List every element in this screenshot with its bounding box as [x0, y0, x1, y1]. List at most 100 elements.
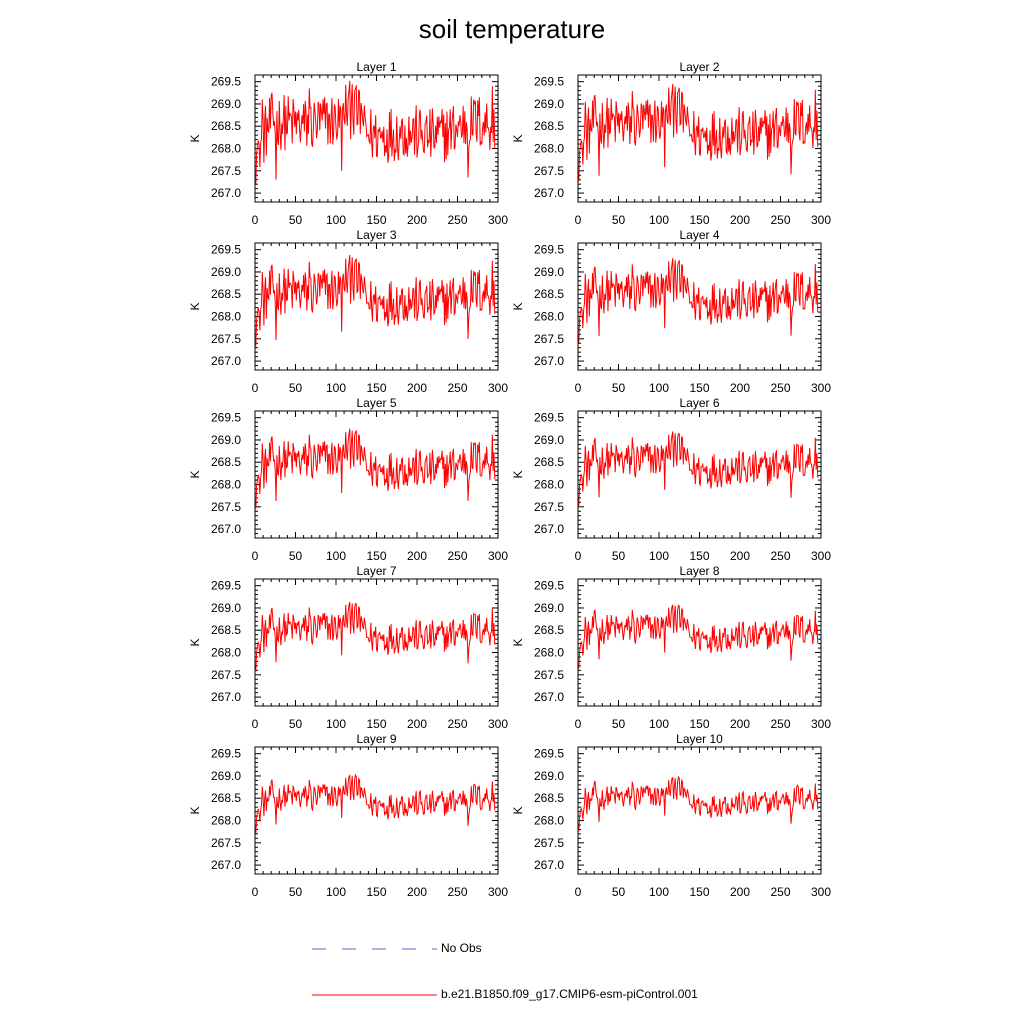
x-tick-label: 0 — [575, 885, 582, 899]
y-tick-label: 267.5 — [534, 164, 564, 178]
y-tick-label: 267.0 — [534, 858, 564, 872]
y-tick-label: 268.0 — [211, 646, 241, 660]
y-tick-label: 268.5 — [211, 287, 241, 301]
x-tick-label: 100 — [649, 549, 669, 563]
y-axis-label: K — [511, 470, 525, 478]
x-tick-label: 0 — [575, 213, 582, 227]
x-tick-label: 50 — [612, 549, 626, 563]
x-tick-label: 250 — [770, 717, 790, 731]
y-tick-label: 269.5 — [534, 75, 564, 89]
y-tick-label: 268.0 — [534, 142, 564, 156]
x-tick-label: 300 — [811, 549, 831, 563]
x-tick-label: 150 — [689, 717, 709, 731]
x-tick-label: 0 — [252, 549, 259, 563]
x-tick-label: 150 — [366, 213, 386, 227]
y-tick-label: 267.0 — [534, 354, 564, 368]
x-tick-label: 300 — [488, 381, 508, 395]
x-tick-label: 0 — [252, 213, 259, 227]
figure-title: soil temperature — [418, 14, 606, 44]
x-tick-label: 250 — [770, 885, 790, 899]
y-tick-label: 268.0 — [534, 814, 564, 828]
y-tick-label: 269.0 — [534, 601, 564, 615]
panel-title: Layer 7 — [356, 564, 396, 578]
panel-title: Layer 3 — [356, 228, 396, 242]
y-axis-label: K — [511, 806, 525, 814]
x-tick-label: 300 — [488, 549, 508, 563]
x-tick-label: 200 — [407, 549, 427, 563]
x-tick-label: 0 — [575, 717, 582, 731]
x-tick-label: 100 — [326, 717, 346, 731]
x-tick-label: 0 — [575, 381, 582, 395]
y-tick-label: 268.0 — [211, 310, 241, 324]
y-tick-label: 269.0 — [211, 769, 241, 783]
x-tick-label: 100 — [649, 885, 669, 899]
y-tick-label: 267.5 — [534, 668, 564, 682]
y-tick-label: 268.0 — [211, 478, 241, 492]
x-tick-label: 200 — [407, 381, 427, 395]
x-tick-label: 200 — [730, 549, 750, 563]
x-tick-label: 200 — [407, 717, 427, 731]
y-tick-label: 269.5 — [534, 411, 564, 425]
x-tick-label: 150 — [689, 549, 709, 563]
y-tick-label: 269.5 — [211, 75, 241, 89]
y-tick-label: 268.0 — [534, 310, 564, 324]
x-tick-label: 300 — [811, 717, 831, 731]
y-tick-label: 268.0 — [211, 814, 241, 828]
x-tick-label: 100 — [326, 381, 346, 395]
y-tick-label: 267.0 — [534, 690, 564, 704]
x-tick-label: 50 — [612, 885, 626, 899]
x-tick-label: 50 — [612, 717, 626, 731]
x-tick-label: 300 — [488, 885, 508, 899]
y-tick-label: 269.0 — [211, 97, 241, 111]
y-tick-label: 268.5 — [534, 287, 564, 301]
y-axis-label: K — [188, 806, 202, 814]
x-tick-label: 300 — [811, 885, 831, 899]
y-tick-label: 269.5 — [534, 243, 564, 257]
y-axis-label: K — [188, 638, 202, 646]
y-tick-label: 268.5 — [534, 623, 564, 637]
y-tick-label: 267.0 — [211, 522, 241, 536]
series-line — [578, 83, 819, 182]
x-tick-label: 0 — [252, 885, 259, 899]
x-tick-label: 250 — [770, 549, 790, 563]
y-tick-label: 269.0 — [534, 769, 564, 783]
y-axis-label: K — [188, 134, 202, 142]
y-tick-label: 269.5 — [211, 579, 241, 593]
y-tick-label: 269.5 — [211, 411, 241, 425]
panel-title: Layer 4 — [679, 228, 719, 242]
y-tick-label: 267.0 — [211, 690, 241, 704]
x-tick-label: 150 — [366, 381, 386, 395]
y-tick-label: 267.0 — [211, 186, 241, 200]
x-tick-label: 50 — [612, 213, 626, 227]
x-tick-label: 0 — [252, 717, 259, 731]
x-tick-label: 50 — [289, 885, 303, 899]
x-tick-label: 250 — [447, 213, 467, 227]
y-tick-label: 267.5 — [211, 836, 241, 850]
x-tick-label: 150 — [689, 381, 709, 395]
y-tick-label: 267.5 — [211, 164, 241, 178]
y-tick-label: 268.5 — [211, 623, 241, 637]
x-tick-label: 250 — [447, 885, 467, 899]
x-tick-label: 150 — [366, 717, 386, 731]
panel-title: Layer 1 — [356, 60, 396, 74]
y-tick-label: 268.5 — [534, 119, 564, 133]
y-axis-label: K — [511, 134, 525, 142]
y-tick-label: 268.0 — [534, 646, 564, 660]
x-tick-label: 300 — [488, 717, 508, 731]
x-tick-label: 100 — [326, 549, 346, 563]
x-tick-label: 0 — [252, 381, 259, 395]
y-tick-label: 267.0 — [211, 354, 241, 368]
series-line — [578, 775, 819, 832]
y-tick-label: 267.5 — [534, 332, 564, 346]
series-line — [255, 254, 496, 347]
panel-title: Layer 6 — [679, 396, 719, 410]
